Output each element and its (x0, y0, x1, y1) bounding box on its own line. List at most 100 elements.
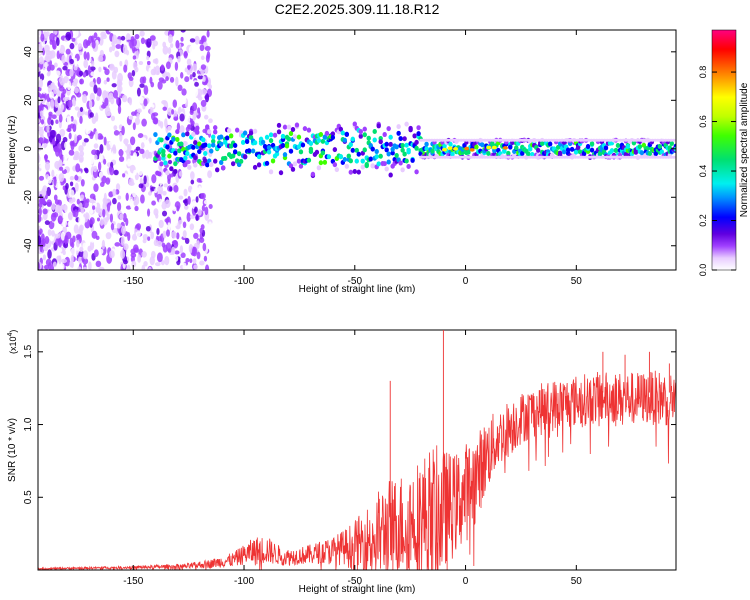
heatmap-noise-cell (58, 114, 63, 123)
heatmap-noise-cell (96, 217, 100, 222)
heatmap-noise-cell (85, 198, 90, 203)
heatmap-band-cell (316, 165, 322, 171)
heatmap-noise-cell (131, 233, 138, 241)
heatmap-noise-cell (79, 115, 83, 124)
heatmap-noise-cell (128, 97, 133, 106)
heatmap-noise-cell (194, 35, 200, 45)
heatmap-band-cell (448, 141, 453, 147)
heatmap-noise-cell (53, 176, 57, 187)
colorbar: 0.0 0.2 0.4 0.6 0.8 Normalized spectral ampl… (698, 29, 750, 276)
heatmap-noise-cell (192, 102, 198, 111)
heatmap-band-cell (350, 147, 355, 153)
heatmap-band-cell (163, 160, 168, 166)
heatmap-noise-cell (145, 225, 151, 232)
heatmap-noise-cell (135, 146, 141, 151)
heatmap-noise-cell (128, 181, 135, 186)
x-tick-label: -50 (348, 276, 363, 287)
y-tick-label: -40 (23, 238, 34, 253)
heatmap-noise-cell (146, 38, 152, 48)
heatmap-noise-cell (57, 215, 63, 225)
heatmap-noise-cell (83, 59, 89, 69)
y-tick-label: 0.5 (23, 490, 34, 504)
heatmap-noise-cell (46, 71, 51, 77)
heatmap-band-cell (278, 170, 284, 176)
heatmap-noise-cell (208, 221, 213, 230)
heatmap-noise-cell (39, 243, 43, 253)
heatmap-noise-cell (153, 163, 158, 168)
heatmap-noise-cell (161, 210, 168, 217)
heatmap-noise-cell (186, 64, 191, 70)
heatmap-noise-cell (118, 149, 124, 157)
heatmap-noise-cell (89, 240, 95, 251)
heatmap-noise-cell (80, 179, 85, 187)
heatmap-noise-cell (148, 266, 152, 270)
heatmap-noise-cell (144, 149, 150, 160)
heatmap-band-cell (292, 161, 298, 167)
heatmap-band-cell (344, 132, 350, 138)
heatmap-band-cell (175, 136, 180, 142)
heatmap-noise-cell (179, 113, 185, 122)
heatmap-noise-cell (73, 64, 78, 71)
heatmap-noise-cell (40, 97, 46, 104)
heatmap-noise-cell (82, 266, 88, 270)
heatmap-noise-cell (160, 260, 165, 266)
heatmap-noise-cell (89, 112, 94, 118)
heatmap-band-cell (352, 168, 357, 174)
heatmap-noise-cell (49, 64, 55, 71)
heatmap-noise-cell (187, 195, 191, 205)
heatmap-noise-cell (47, 249, 52, 260)
heatmap-band-cell (388, 141, 393, 147)
heatmap-noise-cell (159, 121, 164, 129)
heatmap-band-cell (404, 121, 409, 127)
heatmap-noise-cell (133, 244, 139, 253)
heatmap-noise-cell (133, 98, 137, 109)
heatmap-band-cell (589, 141, 595, 147)
heatmap-band-cell (213, 158, 218, 164)
heatmap-noise-cell (79, 246, 84, 253)
heatmap-noise-cell (85, 126, 91, 135)
heatmap-noise-cell (135, 223, 142, 231)
heatmap-noise-cell (131, 260, 137, 268)
heatmap-band-cell (412, 133, 417, 139)
heatmap-noise-cell (142, 233, 148, 241)
heatmap-noise-cell (91, 40, 96, 49)
heatmap-noise-cell (192, 87, 199, 97)
heatmap-band-cell (213, 125, 218, 131)
heatmap-noise-cell (44, 44, 50, 53)
heatmap-noise-cell (132, 55, 137, 60)
heatmap-band-cell (286, 124, 292, 130)
heatmap-band-cell (374, 149, 379, 155)
heatmap-band-cell (185, 131, 190, 137)
heatmap-noise-cell (114, 50, 120, 58)
heatmap-noise-cell (115, 44, 122, 49)
heatmap-noise-cell (38, 127, 44, 137)
heatmap-noise-cell (54, 225, 59, 232)
heatmap-noise-cell (89, 81, 95, 88)
heatmap-noise-cell (140, 142, 145, 149)
heatmap-noise-cell (58, 247, 63, 253)
heatmap-band-cell (352, 121, 357, 127)
heatmap-noise-cell (162, 45, 169, 55)
heatmap-noise-cell (109, 63, 115, 70)
heatmap-noise-cell (113, 169, 119, 176)
heatmap-noise-cell (200, 88, 207, 95)
heatmap-noise-cell (122, 44, 128, 55)
heatmap-noise-cell (98, 266, 105, 270)
heatmap-noise-cell (108, 30, 115, 33)
heatmap-noise-cell (99, 248, 104, 254)
heatmap-band-cell (362, 147, 367, 153)
heatmap-noise-cell (158, 198, 163, 206)
heatmap-band-cell (286, 136, 292, 142)
heatmap-band-cell (536, 147, 541, 153)
heatmap-band-cell (404, 158, 409, 164)
heatmap-noise-cell (96, 76, 102, 85)
heatmap-noise-cell (147, 236, 151, 241)
heatmap-noise-cell (47, 84, 52, 94)
heatmap-noise-cell (75, 163, 81, 173)
colorbar-tick-label: 0.8 (698, 66, 708, 79)
heatmap-noise-cell (45, 55, 51, 63)
heatmap-noise-cell (71, 37, 76, 42)
heatmap-noise-cell (169, 186, 173, 192)
heatmap-band-cell (362, 126, 367, 132)
heatmap-noise-cell (171, 109, 175, 115)
